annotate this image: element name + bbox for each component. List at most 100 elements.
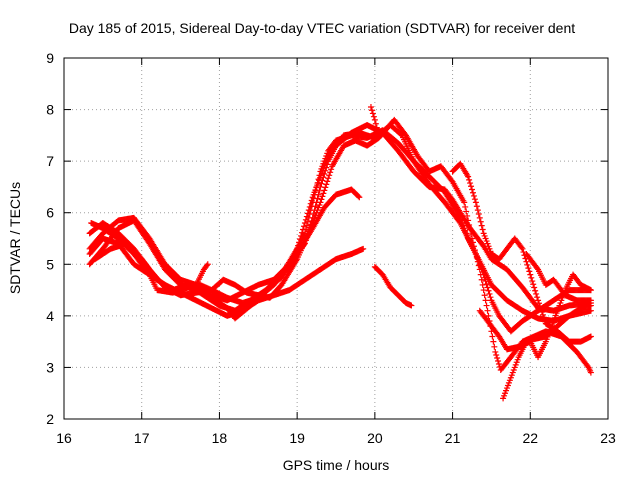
data-point xyxy=(465,173,472,180)
data-point xyxy=(495,360,502,367)
data-point xyxy=(524,261,531,268)
series-track-6 xyxy=(92,186,363,314)
y-tick-label: 6 xyxy=(46,205,54,221)
data-point xyxy=(373,124,380,131)
y-tick-label: 7 xyxy=(46,153,54,169)
data-point xyxy=(303,213,310,220)
data-point xyxy=(478,222,485,229)
data-point xyxy=(302,216,309,223)
data-point xyxy=(541,317,548,324)
data-point xyxy=(471,247,478,254)
data-point xyxy=(479,281,486,288)
data-point xyxy=(530,281,537,288)
x-tick-label: 18 xyxy=(212,430,228,446)
series-track-8 xyxy=(367,103,382,139)
data-point xyxy=(473,254,480,261)
data-point xyxy=(529,278,536,285)
plot-frame xyxy=(63,57,609,420)
data-point xyxy=(371,116,378,123)
data-point xyxy=(408,302,415,309)
data-point xyxy=(468,183,475,190)
data-point xyxy=(475,262,482,269)
data-point xyxy=(484,307,491,314)
data-point xyxy=(467,226,474,233)
data-point xyxy=(375,132,382,139)
data-point xyxy=(527,271,534,278)
data-point xyxy=(477,218,484,225)
data-point xyxy=(584,363,591,370)
data-point xyxy=(537,306,544,313)
data-point xyxy=(536,300,543,307)
data-point xyxy=(367,103,374,110)
data-point xyxy=(525,265,532,272)
data-point xyxy=(369,110,376,117)
data-point xyxy=(489,333,496,340)
data-point xyxy=(326,172,333,179)
data-point xyxy=(355,193,362,200)
data-point xyxy=(462,203,469,210)
data-point xyxy=(493,351,500,358)
data-point xyxy=(463,208,470,215)
data-point xyxy=(587,307,594,314)
data-point xyxy=(299,229,305,236)
data-point xyxy=(587,297,594,304)
y-tick-label: 5 xyxy=(46,256,54,272)
data-point xyxy=(312,203,319,210)
data-point xyxy=(535,297,542,304)
data-point xyxy=(374,128,381,135)
data-point xyxy=(484,284,491,291)
data-point xyxy=(297,236,304,243)
data-point xyxy=(518,244,525,251)
data-point xyxy=(482,278,489,285)
data-point xyxy=(472,250,479,257)
data-point xyxy=(368,107,375,114)
data-point xyxy=(324,178,331,185)
data-point xyxy=(296,239,303,246)
x-tick-label: 16 xyxy=(56,430,72,446)
data-point xyxy=(298,232,305,239)
data-point xyxy=(587,333,594,340)
x-axis-label: GPS time / hours xyxy=(283,457,390,473)
data-point xyxy=(532,287,539,294)
data-point xyxy=(317,199,324,206)
data-point xyxy=(479,226,486,233)
x-tick-label: 17 xyxy=(134,430,150,446)
data-point xyxy=(299,226,306,233)
data-point xyxy=(320,190,327,197)
data-point xyxy=(494,354,501,361)
data-point xyxy=(480,287,487,294)
data-point xyxy=(319,193,326,200)
y-tick-label: 2 xyxy=(46,411,54,427)
y-tick-label: 9 xyxy=(46,50,54,66)
data-point xyxy=(360,245,367,252)
data-point xyxy=(204,261,211,268)
data-point xyxy=(475,211,482,218)
y-axis-label: SDTVAR / TECUs xyxy=(7,182,23,294)
data-point xyxy=(485,287,492,294)
data-point xyxy=(474,207,481,214)
data-point xyxy=(538,308,545,315)
data-point xyxy=(478,276,485,283)
data-point xyxy=(534,294,541,301)
x-tick-label: 23 xyxy=(600,430,616,446)
y-tick-label: 3 xyxy=(46,359,54,375)
data-point xyxy=(483,281,490,288)
data-point xyxy=(469,235,475,242)
data-point xyxy=(466,221,473,228)
data-point xyxy=(464,212,471,219)
data-point xyxy=(534,265,541,272)
data-point xyxy=(465,217,472,224)
data-point xyxy=(587,369,594,376)
data-point xyxy=(467,180,474,187)
data-point xyxy=(482,297,489,304)
data-point xyxy=(519,245,526,252)
data-point xyxy=(531,284,538,291)
series-track-9 xyxy=(371,263,415,309)
y-tick-label: 4 xyxy=(46,308,54,324)
data-point xyxy=(301,220,308,227)
data-layer xyxy=(86,103,594,402)
series-track-13 xyxy=(523,250,594,304)
data-point xyxy=(356,194,363,201)
data-point xyxy=(306,203,313,210)
